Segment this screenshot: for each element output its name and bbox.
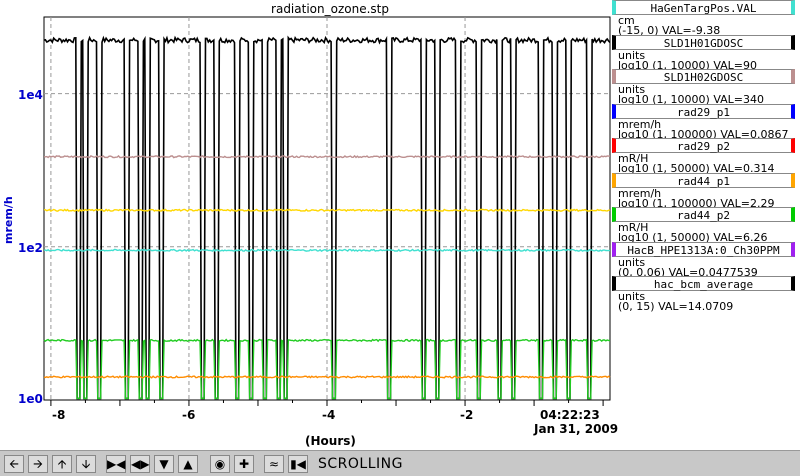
legend-unit: units: [618, 48, 646, 62]
legend-name[interactable]: SLD1H01GDOSC: [612, 34, 795, 50]
y-tick-label: 1e4: [18, 88, 43, 102]
legend-range: log10 (1, 100000) VAL=2.29: [618, 196, 775, 210]
legend-range: (0, 15) VAL=14.0709: [618, 300, 734, 313]
arrow-right-icon[interactable]: 🡪: [28, 455, 48, 473]
legend-range: log10 (1, 10000) VAL=340: [618, 93, 765, 106]
legend-name[interactable]: hac_bcm_average: [612, 276, 795, 291]
y-axis-label: mrem/h: [2, 196, 15, 244]
legend-name[interactable]: rad29_p2: [612, 138, 795, 153]
zoom-in-x-icon[interactable]: ▶◀: [106, 455, 126, 473]
status-text: SCROLLING: [318, 456, 403, 472]
legend-name[interactable]: rad44_p2: [612, 207, 795, 222]
legend-unit: units: [618, 83, 646, 96]
legend-unit: units: [618, 290, 646, 303]
y-tick-label: 1e2: [18, 241, 43, 255]
legend-item[interactable]: rad44_p2 mR/H log10 (1, 50000) VAL=6.26: [612, 207, 800, 244]
legend-item[interactable]: rad44_p1 mrem/h log10 (1, 100000) VAL=2.29: [612, 172, 800, 210]
legend-item[interactable]: hac_bcm_average units (0, 15) VAL=14.0709: [612, 276, 800, 313]
zoom-out-y-icon[interactable]: ▲: [178, 455, 198, 473]
x-tick-label: -6: [182, 408, 196, 422]
arrow-down-icon[interactable]: 🡫: [76, 455, 96, 473]
legend-range: (0, 0.06) VAL=0.0477539: [618, 265, 758, 279]
chart-icon[interactable]: ≈: [264, 455, 284, 473]
stop-icon[interactable]: ◉: [210, 455, 230, 473]
legend-item[interactable]: SLD1H01GDOSC units log10 (1, 10000) VAL=90: [612, 34, 800, 72]
series-line: [43, 248, 611, 253]
series-line: [43, 375, 611, 379]
exit-icon[interactable]: ▮◀: [288, 455, 308, 473]
current-date: Jan 31, 2009: [534, 422, 619, 436]
zoom-in-y-icon[interactable]: ▼: [154, 455, 174, 473]
legend-item[interactable]: rad29_p1 mrem/h log10 (1, 100000) VAL=0.08…: [612, 103, 800, 141]
arrow-up-icon[interactable]: 🡩: [52, 455, 72, 473]
legend-unit: mR/H: [618, 221, 649, 234]
x-tick-label: -8: [52, 408, 66, 422]
x-tick-label: -4: [322, 408, 336, 422]
legend-name[interactable]: HaGenTargPos.VAL: [612, 0, 795, 15]
series-line: [43, 208, 611, 213]
legend-unit: cm: [618, 14, 635, 27]
chart-title: radiation_ozone.stp: [271, 2, 389, 16]
legend-range: log10 (1, 50000) VAL=0.314: [618, 162, 775, 175]
y-tick-label: 1e0: [18, 392, 43, 406]
current-time: 04:22:23: [540, 408, 600, 422]
legend-item[interactable]: HaGenTargPos.VAL cm (-15, 0) VAL=-9.38: [612, 0, 800, 37]
series-line: [43, 154, 610, 159]
legend-range: (-15, 0) VAL=-9.38: [618, 24, 721, 37]
series-line: [43, 35, 611, 400]
x-axis-label: (Hours): [305, 434, 356, 448]
legend-name[interactable]: HacB_HPE1313A:0_Ch30PPM: [612, 241, 795, 257]
legend-range: log10 (1, 50000) VAL=6.26: [618, 231, 768, 244]
legend-item[interactable]: SLD1H02GDOSC units log10 (1, 10000) VAL=34…: [612, 69, 800, 106]
plot-area[interactable]: [0, 0, 612, 450]
legend-item[interactable]: HacB_HPE1313A:0_Ch30PPM units (0, 0.06) VA…: [612, 241, 800, 279]
legend-range: log10 (1, 100000) VAL=0.0867: [618, 127, 789, 141]
legend-range: log10 (1, 10000) VAL=90: [618, 58, 758, 72]
plus-icon[interactable]: ✚: [234, 455, 254, 473]
legend-name[interactable]: rad44_p1: [612, 172, 795, 188]
legend-item[interactable]: rad29_p2 mR/H log10 (1, 50000) VAL=0.314: [612, 138, 800, 175]
legend-unit: units: [618, 255, 646, 269]
x-tick-label: -2: [460, 408, 474, 422]
zoom-out-x-icon[interactable]: ◀▶: [130, 455, 150, 473]
legend-name[interactable]: rad29_p1: [612, 103, 795, 119]
legend-unit: mrem/h: [618, 186, 662, 200]
legend-unit: mR/H: [618, 152, 649, 165]
legend: HaGenTargPos.VAL cm (-15, 0) VAL=-9.38 SLD1…: [612, 0, 800, 313]
toolbar: 🡨 🡪 🡩 🡫 ▶◀ ◀▶ ▼ ▲ ◉ ✚ ≈ ▮◀ SCROLLING: [0, 450, 800, 476]
series-line: [43, 338, 611, 400]
legend-name[interactable]: SLD1H02GDOSC: [612, 69, 795, 84]
legend-unit: mrem/h: [618, 117, 662, 131]
arrow-left-icon[interactable]: 🡨: [4, 455, 24, 473]
